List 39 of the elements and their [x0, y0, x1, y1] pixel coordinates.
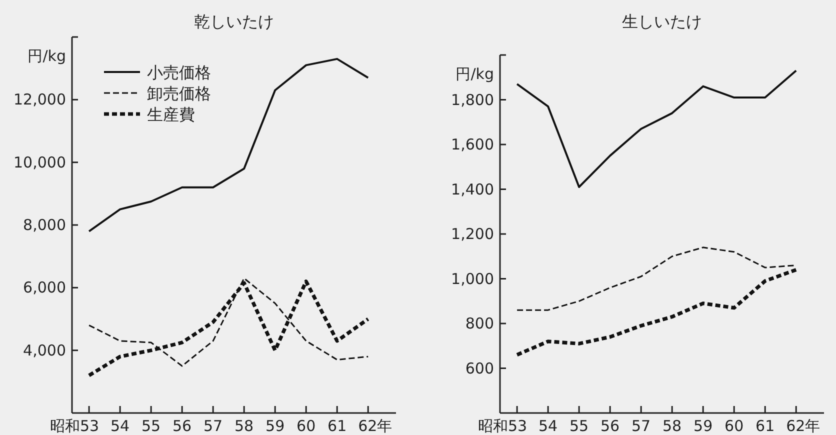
x-tick-label: 55 [142, 417, 161, 435]
x-tick-label: 59 [266, 417, 285, 435]
x-tick-label: 60 [724, 417, 744, 435]
legend-label: 生産費 [147, 105, 195, 124]
y-tick-label: 6,000 [23, 278, 66, 297]
x-tick-label: 57 [632, 417, 651, 435]
x-tick-label: 59 [694, 417, 713, 435]
x-tick-label: 58 [234, 417, 254, 435]
y-tick-label: 8,000 [23, 216, 66, 234]
x-tick-label: 54 [538, 417, 558, 435]
chart-title: 生しいたけ [622, 12, 702, 31]
x-tick-label: 57 [204, 417, 223, 435]
x-tick-label: 61 [756, 417, 775, 435]
y-tick-label: 10,000 [14, 153, 66, 172]
chart-title: 乾しいたけ [194, 12, 274, 31]
x-tick-label: 61 [328, 417, 347, 435]
x-tick-label: 54 [110, 417, 130, 435]
x-tick-label: 62年 [358, 417, 392, 435]
legend-label: 小売価格 [147, 63, 211, 82]
x-tick-label: 62年 [786, 417, 820, 435]
legend-label: 卸売価格 [147, 84, 211, 103]
y-tick-label: 800 [465, 314, 494, 332]
y-tick-label: 4,000 [23, 341, 66, 360]
x-tick-label: 昭和53 [50, 417, 100, 435]
x-tick-label: 55 [570, 417, 589, 435]
y-axis-title: 円/kg [28, 47, 66, 65]
x-tick-label: 58 [662, 417, 682, 435]
y-tick-label: 1,800 [451, 90, 494, 109]
x-tick-label: 昭和53 [478, 417, 528, 435]
x-tick-label: 56 [172, 417, 192, 435]
x-tick-label: 60 [296, 417, 316, 435]
y-tick-label: 1,400 [451, 180, 494, 198]
y-tick-label: 1,000 [451, 270, 494, 288]
y-axis-title: 円/kg [456, 65, 494, 83]
x-tick-label: 56 [600, 417, 620, 435]
y-tick-label: 1,200 [451, 225, 494, 243]
y-tick-label: 1,600 [451, 136, 494, 154]
y-tick-label: 12,000 [14, 90, 66, 109]
y-tick-label: 600 [465, 359, 494, 378]
